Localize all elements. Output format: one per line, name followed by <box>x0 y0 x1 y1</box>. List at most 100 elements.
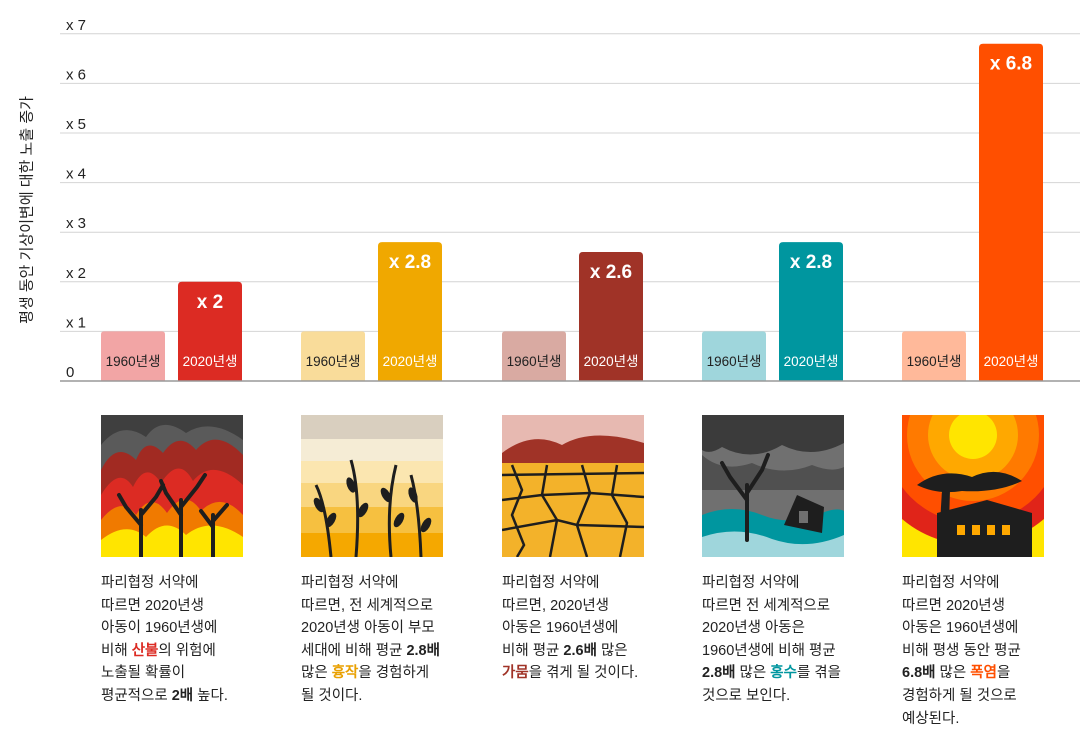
highlight-text: 2배 <box>171 687 194 704</box>
text-run: 높다. <box>193 687 228 704</box>
description-line: 경험하게 될 것으로 <box>902 685 1084 708</box>
text-run: 따르면, 2020년생 <box>502 597 610 614</box>
description-line: 비해 평생 동안 평균 <box>902 640 1084 663</box>
bar-chart: 0 x 1 x 2 x 3 x 4 x 5 x 6 x 7 1960년생 2020년생 x 2 196… <box>60 17 1080 382</box>
text-run: 노출될 확률이 <box>101 665 186 682</box>
bar-category-label: 1960년생 <box>106 354 161 369</box>
heatwave-icon <box>902 415 1044 557</box>
y-tick-label: 0 <box>66 364 74 381</box>
description-line: 따르면, 전 세계적으로 <box>301 595 491 618</box>
y-tick-label: x 2 <box>66 265 86 282</box>
text-run: 파리협정 서약에 <box>301 575 399 591</box>
description-line: 파리협정 서약에 <box>101 572 291 595</box>
bar <box>579 252 643 381</box>
description-line: 많은 흉작을 경험하게 <box>301 662 491 685</box>
bar-category-label: 2020년생 <box>984 354 1039 369</box>
y-tick-label: x 4 <box>66 166 86 183</box>
text-run: 많은 <box>935 665 971 682</box>
text-run: 2020년생 아동이 부모 <box>301 620 435 637</box>
description-line: 아동이 1960년생에 <box>101 617 291 640</box>
highlight-text: 산불 <box>131 642 159 659</box>
text-run: 예상된다. <box>902 710 960 727</box>
text-run: 따르면 2020년생 <box>902 597 1005 614</box>
text-run: 비해 평생 동안 평균 <box>902 642 1021 659</box>
text-run: 파리협정 서약에 <box>101 575 199 591</box>
description-line: 파리협정 서약에 <box>902 572 1084 595</box>
description-line: 파리협정 서약에 <box>502 572 692 595</box>
text-run: 아동이 1960년생에 <box>101 620 218 637</box>
highlight-text: 2.6배 <box>563 642 597 659</box>
description-line: 세대에 비해 평균 2.8배 <box>301 640 491 663</box>
description-line: 비해 평균 2.6배 많은 <box>502 640 692 663</box>
text-run: 비해 <box>101 642 132 659</box>
text-run: 을 겪게 될 것이다. <box>528 665 639 682</box>
description-line: 1960년생에 비해 평균 <box>702 640 892 663</box>
description-line: 예상된다. <box>902 708 1084 731</box>
bar-category-label: 2020년생 <box>784 354 839 369</box>
text-run: 따르면, 전 세계적으로 <box>301 597 434 614</box>
bar-value-label: x 6.8 <box>990 54 1032 75</box>
bar <box>101 331 165 381</box>
bar <box>178 281 242 381</box>
highlight-text: 6.8배 <box>902 665 936 682</box>
highlight-text: 2.8배 <box>406 642 440 659</box>
bar <box>502 331 566 381</box>
bar-category-label: 1960년생 <box>507 354 562 369</box>
bar <box>902 331 966 381</box>
bar <box>702 331 766 381</box>
bar-category-label: 2020년생 <box>183 354 238 369</box>
description-line: 따르면 2020년생 <box>101 595 291 618</box>
y-axis-label: 평생 동안 기상이변에 대한 노출 증가 <box>18 96 36 324</box>
text-run: 될 것이다. <box>301 687 363 704</box>
y-tick-label: x 3 <box>66 215 86 232</box>
description-line: 2.8배 많은 홍수를 겪을 <box>702 662 892 685</box>
description-line: 6.8배 많은 폭염을 <box>902 662 1084 685</box>
text-run: 비해 평균 <box>502 642 564 659</box>
highlight-text: 가뭄 <box>502 665 529 682</box>
drought-icon <box>502 415 644 557</box>
bar <box>979 43 1043 381</box>
description-line: 따르면 전 세계적으로 <box>702 595 892 618</box>
highlight-text: 폭염 <box>970 665 997 682</box>
bar-category-label: 1960년생 <box>707 354 762 369</box>
description-line: 따르면 2020년생 <box>902 595 1084 618</box>
description-line: 따르면, 2020년생 <box>502 595 692 618</box>
text-run: 의 위험에 <box>158 642 216 659</box>
crop-failure-icon <box>301 415 443 557</box>
text-run: 아동은 1960년생에 <box>502 620 619 637</box>
description-line: 파리협정 서약에 <box>702 572 892 595</box>
highlight-text: 흉작 <box>331 665 359 682</box>
text-run: 아동은 1960년생에 <box>902 620 1019 637</box>
description-line: 비해 산불의 위험에 <box>101 640 291 663</box>
bar-value-label: x 2.8 <box>790 252 832 273</box>
bar-category-label: 1960년생 <box>306 354 361 369</box>
bar-category-label: 1960년생 <box>907 354 962 369</box>
text-run: 파리협정 서약에 <box>902 575 1000 591</box>
bar <box>301 331 365 381</box>
text-run: 것으로 보인다. <box>702 687 791 704</box>
text-run: 많은 <box>596 642 628 659</box>
text-run: 을 경험하게 <box>358 665 430 682</box>
text-run: 많은 <box>735 665 771 682</box>
text-run: 많은 <box>301 665 332 682</box>
description-line: 아동은 1960년생에 <box>902 617 1084 640</box>
bar-category-label: 2020년생 <box>383 354 438 369</box>
description-line: 노출될 확률이 <box>101 662 291 685</box>
flood-icon <box>702 415 844 557</box>
text-run: 따르면 2020년생 <box>101 597 204 614</box>
text-run: 따르면 전 세계적으로 <box>702 597 831 614</box>
bar-value-label: x 2 <box>197 292 223 313</box>
text-run: 을 <box>996 665 1011 682</box>
text-run: 평균적으로 <box>101 687 172 704</box>
description-line: 것으로 보인다. <box>702 685 892 708</box>
description-line: 가뭄을 겪게 될 것이다. <box>502 662 692 685</box>
highlight-text: 2.8배 <box>702 665 736 682</box>
text-run: 파리협정 서약에 <box>502 575 600 591</box>
text-run: 경험하게 될 것으로 <box>902 687 1017 704</box>
text-run: 2020년생 아동은 <box>702 620 805 637</box>
y-tick-label: x 1 <box>66 314 86 331</box>
